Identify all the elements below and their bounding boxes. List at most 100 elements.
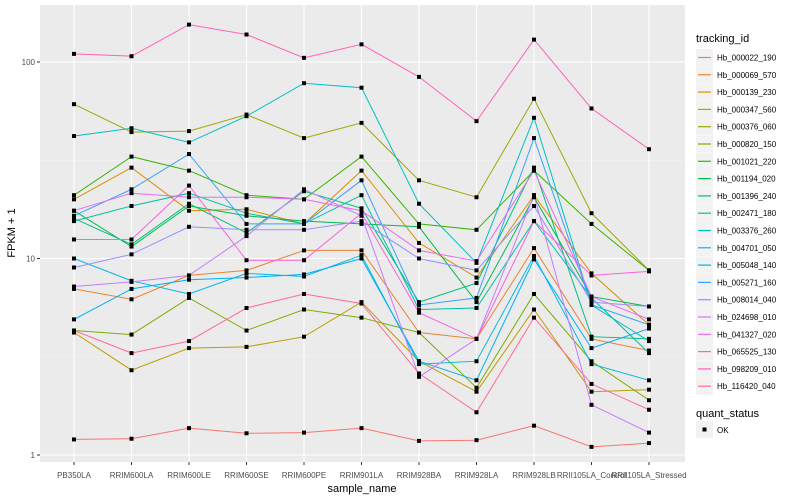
shape-legend-label: OK [717, 426, 729, 435]
data-point-Hb_024698_010 [187, 273, 191, 278]
data-point-Hb_000022_190 [647, 441, 651, 446]
data-point-Hb_000820_150 [129, 332, 134, 337]
data-point-Hb_041327_020 [359, 208, 364, 213]
data-point-Hb_000022_190 [417, 438, 421, 443]
legend-label: Hb_008014_040 [717, 296, 777, 305]
data-point-Hb_005271_160 [359, 178, 364, 183]
data-point-Hb_098209_010 [532, 37, 536, 42]
data-point-Hb_098209_010 [72, 51, 76, 56]
legend-label: Hb_000069_570 [717, 71, 777, 80]
data-point-Hb_003376_260 [302, 81, 306, 86]
data-point-Hb_001194_020 [244, 213, 249, 218]
data-point-Hb_065525_130 [474, 336, 479, 341]
data-point-Hb_024698_010 [244, 234, 249, 239]
data-point-Hb_000139_230 [359, 168, 364, 173]
data-point-Hb_005271_160 [72, 213, 76, 218]
data-point-Hb_008014_040 [647, 304, 651, 309]
data-point-Hb_000347_560 [129, 368, 134, 373]
legend-label: Hb_065525_130 [717, 348, 777, 357]
data-point-Hb_001396_240 [417, 300, 421, 305]
data-point-Hb_008014_040 [417, 256, 421, 261]
data-point-Hb_116420_040 [187, 339, 191, 344]
data-point-Hb_001021_220 [72, 193, 76, 198]
y-tick-label: 10 [26, 255, 35, 264]
data-point-Hb_008014_040 [532, 204, 536, 209]
data-point-Hb_024698_010 [129, 279, 134, 284]
data-point-Hb_098209_010 [417, 74, 421, 79]
legend-label: Hb_001194_020 [717, 175, 776, 184]
data-point-Hb_098209_010 [244, 32, 249, 37]
data-point-Hb_000069_570 [532, 246, 536, 251]
data-point-Hb_001396_240 [647, 336, 651, 341]
data-point-Hb_004701_050 [187, 291, 191, 296]
data-point-Hb_041327_020 [474, 259, 479, 264]
legend-label: Hb_024698_010 [717, 313, 777, 322]
data-point-Hb_000069_570 [647, 348, 651, 353]
data-point-Hb_001194_020 [187, 204, 191, 209]
data-point-Hb_024698_010 [417, 374, 421, 379]
data-point-Hb_041327_020 [187, 195, 191, 200]
data-point-Hb_065525_130 [129, 237, 134, 242]
data-point-Hb_065525_130 [589, 273, 594, 278]
legend-title: tracking_id [696, 33, 749, 45]
data-point-Hb_116420_040 [647, 407, 651, 412]
data-point-Hb_000139_230 [187, 208, 191, 213]
data-point-Hb_024698_010 [647, 430, 651, 435]
legend-label: Hb_000820_150 [717, 140, 777, 149]
x-tick-label: RRIM600LA [110, 471, 154, 480]
data-point-Hb_041327_020 [244, 195, 249, 200]
y-tick-label: 100 [22, 58, 36, 67]
data-point-Hb_001194_020 [129, 244, 134, 249]
data-point-Hb_000069_570 [129, 297, 134, 302]
data-point-Hb_000820_150 [187, 295, 191, 300]
data-point-Hb_000022_190 [302, 430, 306, 435]
shape-legend-point-icon [702, 427, 707, 432]
data-point-Hb_005048_140 [359, 256, 364, 261]
data-point-Hb_000820_150 [244, 328, 249, 333]
data-point-Hb_000022_190 [187, 426, 191, 431]
data-point-Hb_001194_020 [359, 221, 364, 226]
data-point-Hb_098209_010 [647, 147, 651, 152]
legend-label: Hb_041327_020 [717, 330, 777, 339]
data-point-Hb_116420_040 [244, 305, 249, 310]
data-point-Hb_005271_160 [302, 221, 306, 226]
data-point-Hb_001396_240 [187, 201, 191, 206]
data-point-Hb_001396_240 [359, 206, 364, 211]
data-point-Hb_000820_150 [532, 291, 536, 296]
series-points [72, 22, 651, 449]
data-point-Hb_000347_560 [647, 387, 651, 392]
data-point-Hb_003376_260 [244, 114, 249, 119]
data-point-Hb_000376_060 [589, 211, 594, 216]
x-tick-label: RRII105LA_Control [557, 471, 627, 480]
data-point-Hb_005271_160 [474, 295, 479, 300]
data-point-Hb_098209_010 [302, 55, 306, 60]
data-point-Hb_065525_130 [244, 258, 249, 263]
data-point-Hb_001396_240 [72, 216, 76, 221]
data-point-Hb_003376_260 [187, 140, 191, 145]
data-point-Hb_065525_130 [417, 310, 421, 315]
data-point-Hb_116420_040 [72, 328, 76, 333]
data-point-Hb_098209_010 [129, 54, 134, 59]
data-point-Hb_000139_230 [474, 275, 479, 280]
data-point-Hb_004701_050 [647, 378, 651, 383]
data-point-Hb_008014_040 [474, 268, 479, 273]
data-point-Hb_000347_560 [187, 346, 191, 351]
grid-major [40, 5, 685, 462]
data-point-Hb_008014_040 [359, 219, 364, 224]
data-point-Hb_001396_240 [532, 165, 536, 170]
data-point-Hb_005048_140 [417, 359, 421, 364]
data-point-Hb_000376_060 [72, 102, 76, 107]
data-point-Hb_041327_020 [129, 191, 134, 196]
data-point-Hb_002471_180 [244, 211, 249, 216]
shape-legend-title: quant_status [696, 408, 759, 420]
legend-label: Hb_116420_040 [717, 382, 776, 391]
data-point-Hb_000022_190 [72, 437, 76, 442]
data-point-Hb_004701_050 [72, 256, 76, 261]
data-point-Hb_000376_060 [302, 136, 306, 141]
legend-label: Hb_001396_240 [717, 192, 777, 201]
data-point-Hb_002471_180 [72, 219, 76, 224]
data-point-Hb_041327_020 [72, 208, 76, 213]
data-point-Hb_000022_190 [474, 438, 479, 443]
data-point-Hb_008014_040 [187, 224, 191, 229]
data-point-Hb_002471_180 [647, 351, 651, 356]
